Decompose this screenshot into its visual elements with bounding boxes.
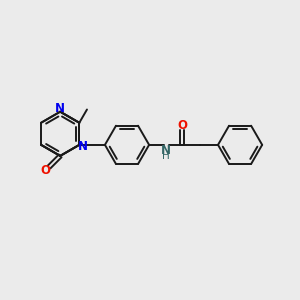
Text: N: N [55, 102, 65, 115]
Text: H: H [162, 151, 170, 161]
Text: O: O [177, 118, 187, 132]
Text: N: N [160, 144, 171, 157]
Text: N: N [78, 140, 88, 153]
Text: O: O [40, 164, 50, 177]
